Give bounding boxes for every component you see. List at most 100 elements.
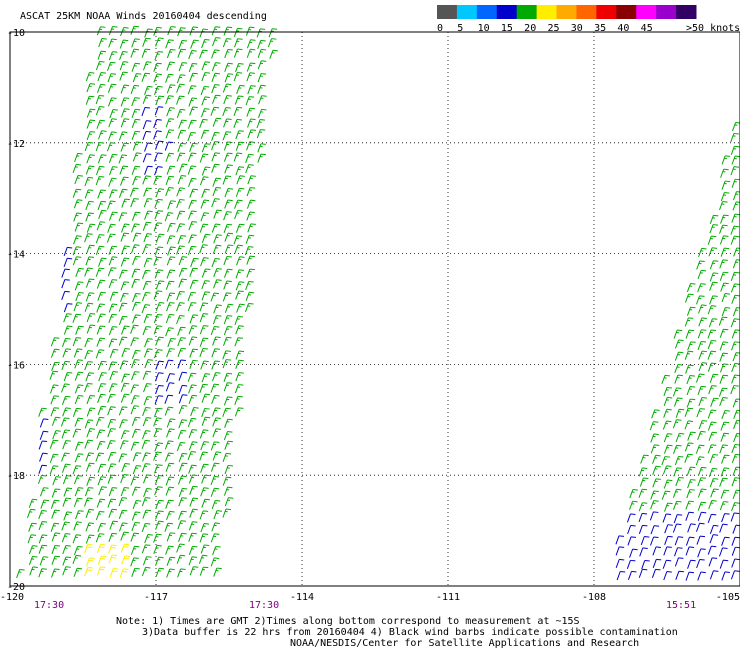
wind-barb [686, 386, 696, 396]
wind-barb [86, 119, 96, 129]
wind-barb [212, 417, 221, 427]
wind-barb [697, 329, 707, 339]
wind-barb [97, 50, 107, 60]
wind-barb [188, 234, 197, 244]
wind-barb [178, 371, 188, 381]
wind-barb [211, 407, 221, 417]
wind-barb [121, 463, 130, 473]
wind-barb [222, 407, 231, 417]
wind-barb [106, 440, 116, 450]
wind-barb [211, 131, 220, 142]
wind-barb [98, 38, 107, 48]
wind-barb [662, 559, 672, 569]
wind-barb [177, 337, 186, 347]
wind-barb [188, 394, 198, 404]
wind-barb [141, 522, 151, 533]
wind-barb [50, 499, 60, 509]
wind-barb [72, 246, 82, 256]
wind-barb [223, 255, 232, 266]
wind-barb [223, 336, 232, 346]
wind-barb [685, 511, 694, 521]
wind-barb [200, 441, 209, 451]
wind-barb [212, 545, 221, 556]
wind-barb [96, 119, 106, 129]
wind-barb [661, 456, 670, 466]
wind-barb [16, 568, 25, 579]
wind-barb [732, 489, 740, 499]
wind-barb [233, 152, 243, 162]
wind-barb [709, 534, 719, 544]
wind-barb [201, 291, 211, 301]
wind-barb [707, 339, 717, 350]
wind-barb [733, 433, 740, 443]
wind-barb [142, 509, 151, 519]
wind-barb [190, 39, 199, 49]
colorbar-segment [616, 5, 637, 19]
wind-barb [730, 225, 739, 235]
wind-barb [224, 303, 234, 313]
wind-barb [246, 187, 256, 197]
wind-barb [200, 523, 209, 533]
wind-barb [121, 245, 130, 255]
wind-barb [708, 385, 717, 395]
wind-barb [120, 257, 130, 267]
wind-barb [97, 405, 107, 415]
wind-barb [189, 106, 198, 116]
wind-barb [629, 500, 638, 510]
wind-barb [132, 452, 142, 462]
wind-barb [165, 545, 174, 555]
wind-barb [72, 313, 82, 323]
wind-barb [165, 499, 174, 509]
wind-barb [686, 283, 696, 293]
wind-barb [131, 567, 140, 577]
wind-barb [142, 430, 151, 440]
wind-barb [165, 118, 175, 128]
wind-barb [153, 175, 162, 185]
wind-barb [26, 508, 36, 518]
wind-barb [84, 302, 94, 312]
wind-barb [130, 384, 139, 394]
wind-barb [153, 256, 162, 266]
wind-barb [165, 476, 175, 486]
wind-barb [95, 94, 105, 105]
wind-barb [39, 418, 49, 428]
wind-barb [85, 212, 94, 222]
wind-barb [61, 521, 70, 531]
wind-barb [201, 393, 211, 403]
wind-barb [615, 558, 625, 569]
wind-barb [61, 337, 71, 348]
wind-barb [200, 212, 210, 222]
wind-barb [730, 235, 740, 245]
wind-barb [63, 246, 73, 257]
wind-barb [63, 511, 72, 521]
wind-barb [166, 292, 176, 302]
wind-barb [86, 394, 96, 405]
wind-barb [61, 463, 71, 473]
wind-barb [97, 393, 106, 403]
wind-barb [246, 268, 255, 278]
wind-barb [97, 291, 106, 301]
wind-barb [719, 341, 729, 351]
wind-barb [199, 451, 208, 461]
wind-barb [120, 108, 130, 118]
wind-barb [638, 524, 648, 534]
wind-barb [131, 278, 140, 288]
wind-barb [721, 536, 730, 546]
wind-barb [188, 521, 198, 531]
wind-barb [709, 260, 719, 270]
wind-barb [178, 487, 188, 498]
wind-barb [731, 558, 740, 568]
wind-barb [256, 129, 266, 139]
wind-barb [86, 108, 96, 118]
wind-barb [155, 567, 165, 577]
wind-barb [177, 48, 186, 58]
wind-barb [733, 419, 740, 430]
colorbar-segment [476, 5, 498, 19]
wind-barb [178, 384, 188, 395]
wind-barb [28, 498, 38, 508]
wind-barb [165, 382, 175, 392]
wind-barb [95, 452, 104, 462]
wind-barb [131, 130, 141, 140]
wind-barb [719, 523, 728, 533]
wind-barb [733, 247, 740, 257]
